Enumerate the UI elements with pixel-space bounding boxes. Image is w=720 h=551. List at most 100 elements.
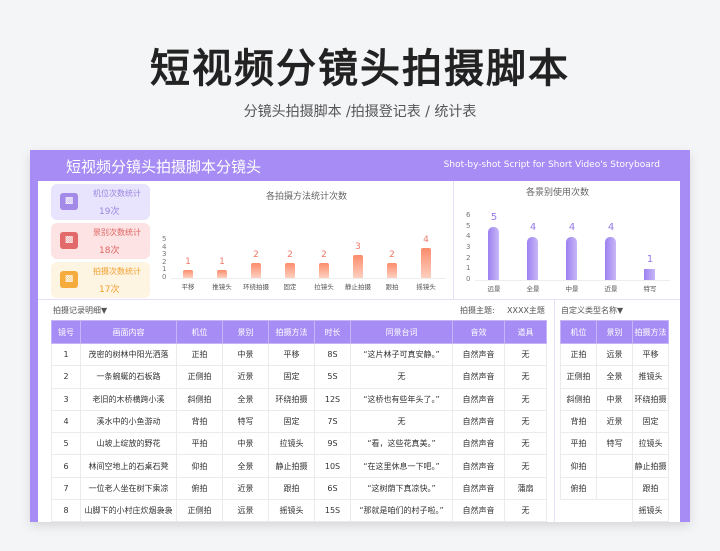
table-cell[interactable]: 2	[51, 365, 81, 389]
table-cell[interactable]: 12S	[314, 387, 351, 411]
table-cell[interactable]: 中景	[222, 432, 269, 456]
table-cell[interactable]: 平拍	[176, 432, 223, 456]
table-cell[interactable]: 8	[51, 499, 81, 523]
table-cell[interactable]: 茂密的树林中阳光洒落	[80, 342, 177, 367]
table-row[interactable]: 5 山坡上绽放的野花 平拍 中景 拉镜头 9S “看，这些花真美。” 自然声音无	[51, 432, 547, 456]
table-cell[interactable]: “看，这些花真美。”	[350, 432, 453, 456]
table-cell[interactable]: 无	[504, 432, 547, 456]
table-cell[interactable]: 平移	[268, 342, 315, 367]
theme-value[interactable]: XXXX主题	[507, 306, 545, 315]
table-row[interactable]: 2 一条蜿蜒的石板路 正侧拍 近景 固定 5S 无自然声音无	[51, 365, 547, 389]
table-cell[interactable]: 环绕拍摄	[632, 387, 669, 411]
table-cell[interactable]: “那就是咱们的村子啦。”	[350, 499, 453, 523]
table-cell[interactable]: 全景	[222, 387, 269, 411]
table-cell[interactable]: 拉镜头	[632, 432, 669, 456]
table-cell[interactable]: 山脚下的小村庄炊烟袅袅	[80, 499, 177, 523]
table-row[interactable]: 平拍 特写 拉镜头	[560, 432, 669, 456]
table-cell[interactable]: 一条蜿蜒的石板路	[80, 365, 177, 389]
table-cell[interactable]: 仰拍	[176, 454, 223, 478]
table-cell[interactable]: 远景	[596, 342, 633, 367]
table-cell[interactable]: 中景	[222, 342, 269, 367]
table-cell[interactable]: 固定	[268, 409, 315, 434]
table-cell[interactable]: 静止拍摄	[268, 454, 315, 478]
table-cell[interactable]: 自然声音	[452, 409, 505, 434]
table-cell[interactable]: 背拍	[560, 409, 597, 434]
table-row[interactable]: 正侧拍 全景 推镜头	[560, 365, 669, 389]
table-cell[interactable]: 斜侧拍	[560, 387, 597, 411]
table-cell[interactable]: 无	[350, 409, 453, 434]
table-cell[interactable]: 平拍	[560, 432, 597, 456]
table-cell[interactable]: 背拍	[176, 409, 223, 434]
table-cell[interactable]: 仰拍	[560, 454, 597, 478]
table-cell[interactable]: 全景	[596, 365, 633, 389]
table-cell[interactable]: 静止拍摄	[632, 454, 669, 478]
table-cell[interactable]: 俯拍	[176, 476, 223, 501]
table-cell[interactable]: 9S	[314, 432, 351, 456]
table-cell[interactable]	[561, 500, 597, 522]
table-cell[interactable]: 6S	[314, 476, 351, 501]
table-row[interactable]: 仰拍 静止拍摄	[560, 454, 669, 478]
table-cell[interactable]: 正侧拍	[176, 499, 223, 523]
table-row[interactable]: 7 一位老人坐在树下乘凉 俯拍 近景 跟拍 6S “这树荫下真凉快。” 自然声音 蒲扇	[51, 476, 547, 501]
table-cell[interactable]: “在这里休息一下吧。”	[350, 454, 453, 478]
table-cell[interactable]: 5S	[314, 365, 351, 389]
table-cell[interactable]: 近景	[222, 476, 269, 501]
table-cell[interactable]: 自然声音	[452, 499, 505, 523]
table-cell[interactable]: 近景	[596, 409, 633, 434]
table-cell[interactable]: 无	[504, 387, 547, 411]
table-cell[interactable]: 10S	[314, 454, 351, 478]
table-cell[interactable]: 固定	[268, 365, 315, 389]
table-cell[interactable]: 平移	[632, 342, 669, 367]
table-cell[interactable]: 固定	[632, 409, 669, 434]
table-cell[interactable]: 正拍	[560, 342, 597, 367]
table-cell[interactable]: 推镜头	[632, 365, 669, 389]
table-cell[interactable]: 环绕拍摄	[268, 387, 315, 411]
table-cell[interactable]: 正拍	[176, 342, 223, 367]
table-cell[interactable]: 无	[504, 454, 547, 478]
table-cell[interactable]: 摇镜头	[632, 499, 669, 523]
table-cell[interactable]: 特写	[596, 432, 633, 456]
table-cell[interactable]: 15S	[314, 499, 351, 523]
table-row[interactable]: 1 茂密的树林中阳光洒落 正拍 中景 平移 8S “这片林子可真安静。” 自然声音无	[51, 342, 547, 367]
table-cell[interactable]: “这片林子可真安静。”	[350, 342, 453, 367]
table-cell[interactable]	[596, 454, 633, 478]
table-row[interactable]: 俯拍 跟拍	[560, 476, 669, 501]
table-cell[interactable]: 近景	[222, 365, 269, 389]
table-cell[interactable]: 无	[504, 499, 547, 523]
custom-types-dropdown[interactable]: 自定义类型名称▼	[561, 306, 624, 315]
table-cell[interactable]: 全景	[222, 454, 269, 478]
table-cell[interactable]: 4	[51, 409, 81, 434]
table-cell[interactable]: 无	[504, 342, 547, 367]
table-cell[interactable]: 自然声音	[452, 365, 505, 389]
table-row[interactable]: 正拍 远景 平移	[560, 342, 669, 367]
table-cell[interactable]: 斜侧拍	[176, 387, 223, 411]
table-cell[interactable]: 自然声音	[452, 454, 505, 478]
table-cell[interactable]: 中景	[596, 387, 633, 411]
table-row[interactable]: 斜侧拍 中景 环绕拍摄	[560, 387, 669, 411]
records-dropdown[interactable]: 拍摄记录明细▼	[53, 306, 108, 315]
table-row[interactable]: 8 山脚下的小村庄炊烟袅袅 正侧拍 远景 摇镜头 15S “那就是咱们的村子啦。” 自然声音无	[51, 499, 547, 523]
table-cell[interactable]: 无	[504, 365, 547, 389]
table-row[interactable]: 4 溪水中的小鱼游动 背拍 特写 固定 7S 无自然声音无	[51, 409, 547, 434]
table-cell[interactable]: 7S	[314, 409, 351, 434]
table-cell[interactable]: 俯拍	[560, 476, 597, 501]
table-cell[interactable]: 3	[51, 387, 81, 411]
table-cell[interactable]: 自然声音	[452, 432, 505, 456]
table-cell[interactable]: 自然声音	[452, 476, 505, 501]
table-cell[interactable]: 老旧的木桥横跨小溪	[80, 387, 177, 411]
table-row[interactable]: 3 老旧的木桥横跨小溪 斜侧拍 全景 环绕拍摄 12S “这桥也有些年头了。” 自然声音无	[51, 387, 547, 411]
table-cell[interactable]: 8S	[314, 342, 351, 367]
table-cell[interactable]	[596, 476, 633, 501]
table-cell[interactable]: 特写	[222, 409, 269, 434]
table-cell[interactable]: 7	[51, 476, 81, 501]
table-cell[interactable]: 无	[350, 365, 453, 389]
table-cell[interactable]: 自然声音	[452, 342, 505, 367]
table-cell[interactable]: 一位老人坐在树下乘凉	[80, 476, 177, 501]
table-cell[interactable]	[597, 500, 633, 522]
table-cell[interactable]: 林间空地上的石桌石凳	[80, 454, 177, 478]
table-cell[interactable]: 跟拍	[268, 476, 315, 501]
table-cell[interactable]: 自然声音	[452, 387, 505, 411]
table-row[interactable]: 摇镜头	[561, 499, 669, 523]
table-cell[interactable]: 蒲扇	[504, 476, 547, 501]
table-cell[interactable]: 正侧拍	[560, 365, 597, 389]
